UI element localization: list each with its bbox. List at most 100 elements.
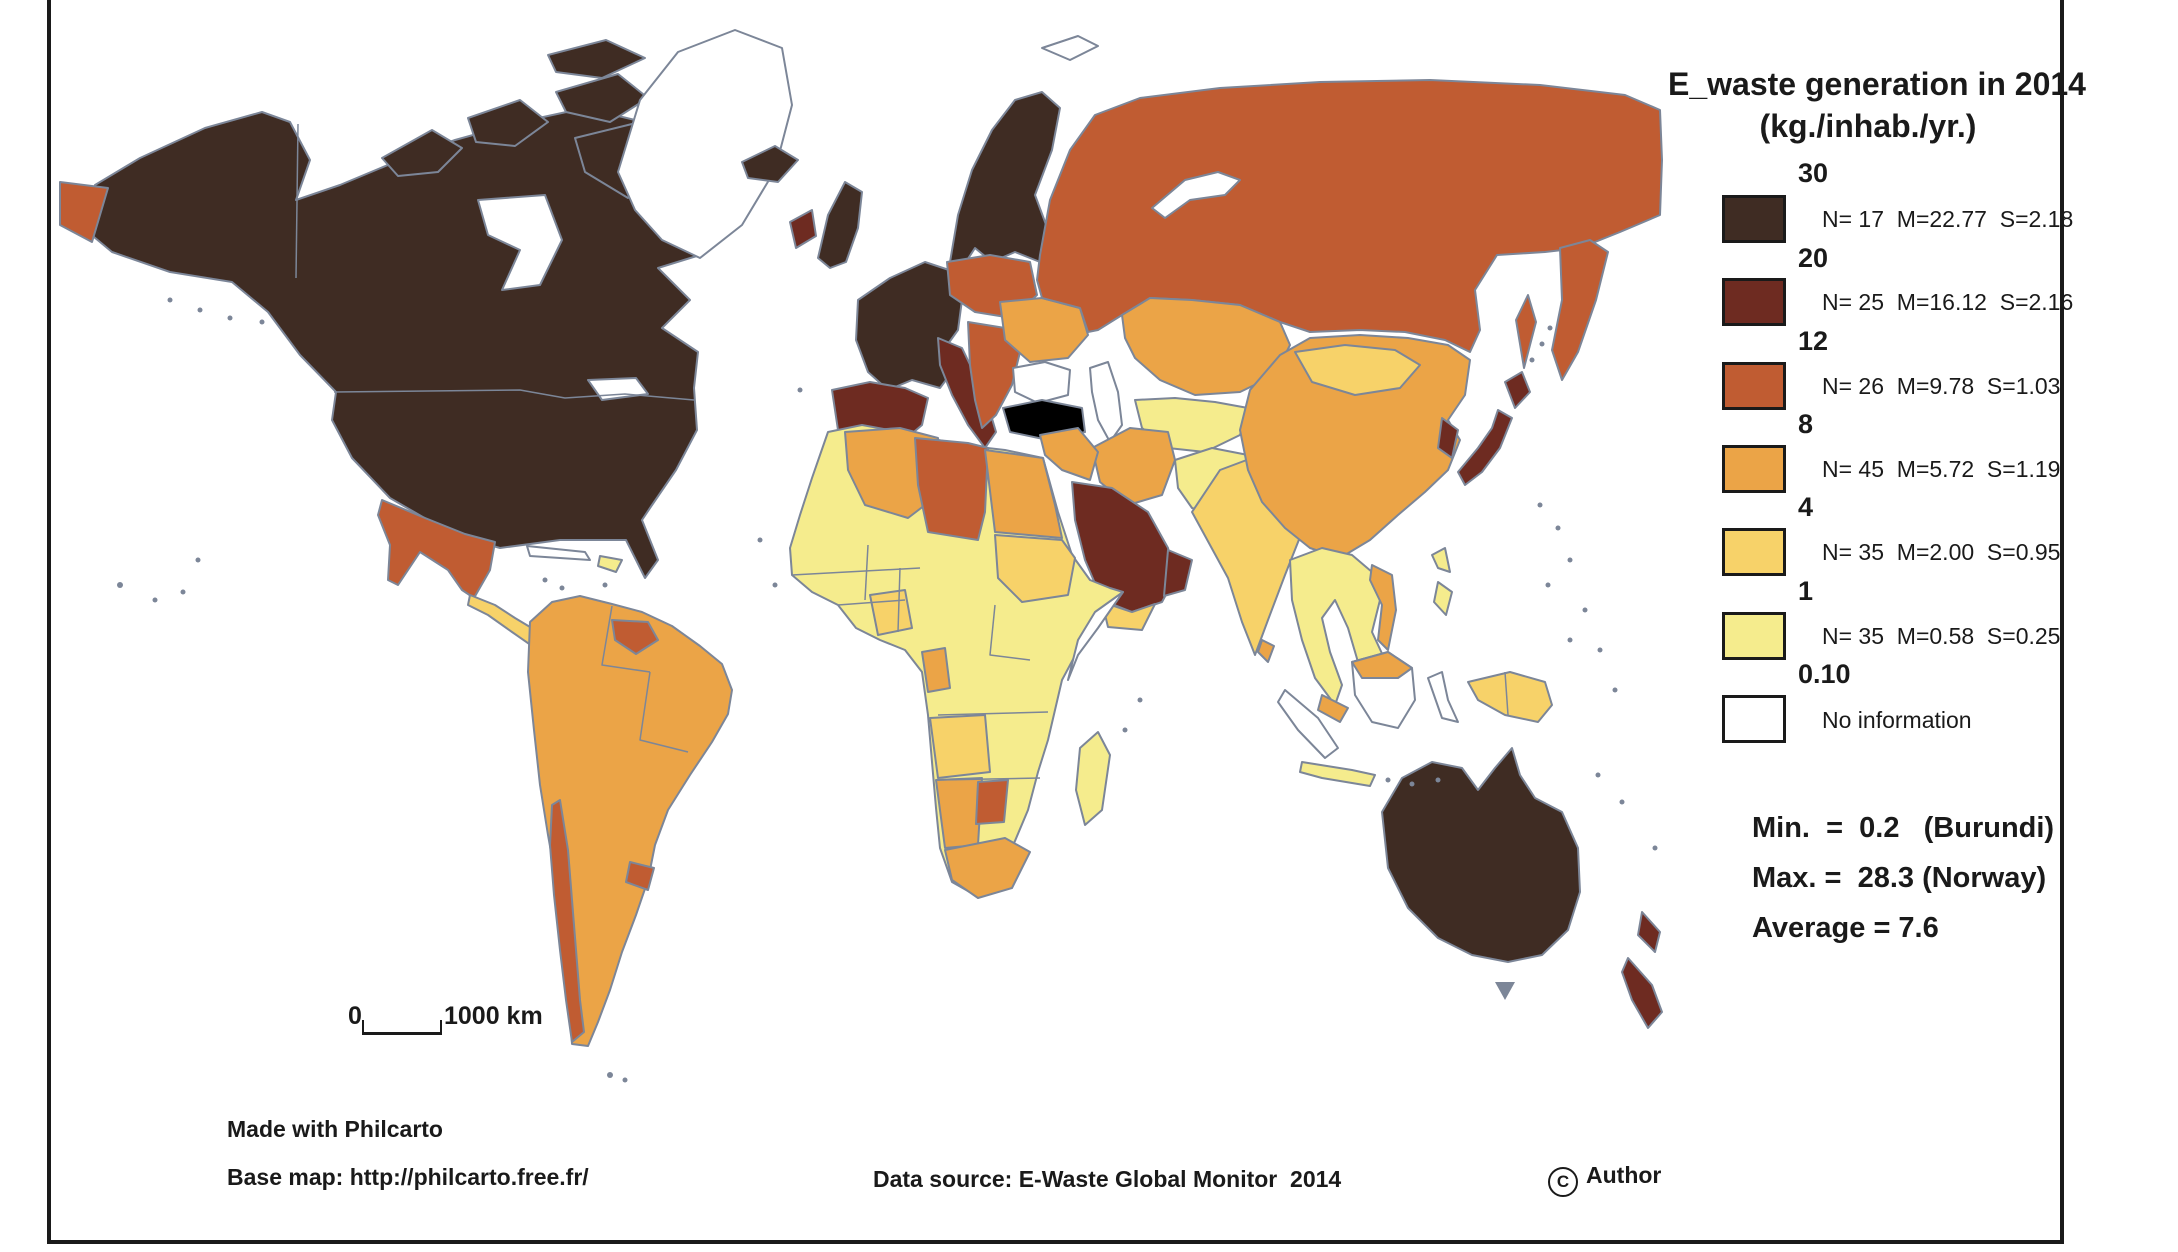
legend-swatch-1 [1722,195,1786,243]
border-africa-2 [837,599,906,606]
region-uruguay [625,861,655,891]
average-value: Average = 7.6 [1752,912,1939,944]
border-south-america-1 [601,605,651,673]
region-vietnam [1369,564,1397,651]
region-uk [817,181,863,269]
region-iran [1091,427,1176,506]
region-hispaniola [597,555,623,573]
ocean-islands [117,297,1658,1083]
region-angola [929,714,991,779]
credit-data-source: Data source: E-Waste Global Monitor 2014 [873,1166,1342,1192]
black-sea [1012,361,1071,404]
region-saudi-arabia [1071,481,1176,613]
region-borneo-malaysia [1351,651,1413,679]
region-botswana [975,779,1009,825]
legend-swatch-5 [1722,528,1786,576]
border-africa-6 [937,711,1049,716]
credit-base-map: Base map: http://philcarto.free.fr/ [227,1164,589,1190]
border-africa-4 [897,567,901,633]
legend-swatch-2 [1722,278,1786,326]
region-iceland [741,145,799,183]
region-russia [1036,79,1663,353]
border-africa-7 [937,777,1041,781]
region-australia [1381,747,1581,963]
border-africa-3 [864,544,869,601]
legend-swatch-4 [1722,445,1786,493]
region-iraq-syria [1039,427,1099,481]
legend-swatch-7 [1722,695,1786,743]
region-south-africa [944,837,1031,899]
region-sakhalin [1515,294,1537,369]
region-philippines [1433,581,1453,616]
region-mexico [377,499,496,599]
region-new-guinea [1467,671,1553,723]
credit-made-with: Made with Philcarto [227,1116,443,1142]
region-libya [914,437,989,541]
legend-stats-6: N= 35 M=0.58 S=0.25 [1822,623,2061,649]
region-philippines [1431,547,1451,573]
region-malaysia [1317,694,1349,723]
svalbard [1041,35,1099,61]
region-gabon [921,647,951,693]
legend-threshold-1: 1 [1798,576,1814,606]
border-africa-5 [989,604,1031,661]
region-sumatra [1277,689,1339,759]
region-oman-uae [1163,549,1193,597]
scalebar-zero: 0 [348,1002,362,1030]
legend-stats-3: N= 26 M=9.78 S=1.03 [1822,373,2061,399]
legend-swatch-6 [1722,612,1786,660]
region-greenland [617,29,793,259]
legend-threshold-12: 12 [1798,326,1829,356]
legend-threshold-8: 8 [1798,409,1814,439]
region-new-zealand-north [1637,911,1661,953]
region-korea [1437,417,1459,459]
region-sudan [994,534,1076,603]
credit-author-label: Author [1586,1162,1662,1188]
legend-stats-5: N= 35 M=2.00 S=0.95 [1822,539,2061,565]
legend-threshold-4: 4 [1798,492,1814,522]
map-title-line2: (kg./inhab./yr.) [1759,108,1977,144]
border-new-guinea [1504,671,1509,716]
legend-stats-1: N= 17 M=22.77 S=2.18 [1822,206,2074,232]
region-arctic-islands [547,39,646,79]
legend-threshold-30: 30 [1798,158,1829,188]
legend-swatch-3 [1722,362,1786,410]
border-south-america-2 [639,671,689,753]
region-sri-lanka [1257,639,1275,663]
region-kamchatka [1551,239,1609,381]
legend-threshold-010: 0.10 [1798,659,1851,689]
map-title-line1: E_waste generation in 2014 [1668,66,2086,102]
scalebar [362,1020,442,1035]
min-value: Min. = 0.2 (Burundi) [1752,812,2055,844]
region-nigeria [869,589,913,636]
copyright-icon: C [1548,1167,1578,1197]
region-namibia [935,777,983,849]
region-sulawesi [1427,671,1459,723]
region-chile [549,799,585,1043]
border-alaska [295,123,299,279]
region-arctic-islands [555,73,649,123]
region-mongolia [1294,344,1421,396]
legend-stats-2: N= 25 M=16.12 S=2.16 [1822,289,2074,315]
legend-threshold-20: 20 [1798,243,1829,273]
region-java [1299,761,1376,787]
max-value: Max. = 28.3 (Norway) [1752,862,2047,894]
region-japan-honshu [1457,409,1513,486]
hudson-bay [477,194,563,291]
region-japan-hokkaido [1504,371,1531,409]
border-africa-1 [791,567,921,576]
region-venezuela [611,619,659,655]
legend-no-information: No information [1822,707,1972,733]
region-scandinavia [949,91,1061,269]
region-somalia [1067,591,1124,681]
region-tasmania [1495,982,1515,1000]
caspian-sea [1089,361,1123,443]
region-yemen [1101,601,1156,631]
region-cuba [526,545,591,561]
region-new-zealand-south [1621,957,1663,1029]
border-us-canada [333,389,695,401]
region-novaya-zemlya [1151,171,1241,219]
region-chukotka [59,181,109,243]
region-arctic-islands [381,129,463,177]
